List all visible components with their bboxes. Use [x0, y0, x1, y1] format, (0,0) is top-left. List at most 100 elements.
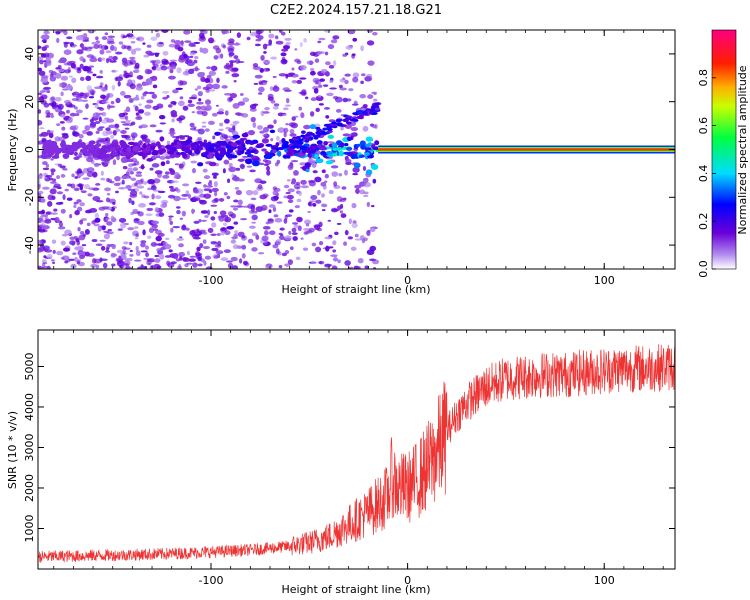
spectral-point — [148, 227, 154, 234]
spectral-point — [204, 99, 211, 105]
spectral-point — [213, 210, 217, 215]
spectral-point — [293, 170, 299, 176]
spectral-point — [182, 256, 188, 261]
spectral-point — [38, 184, 41, 190]
spectral-point — [38, 70, 46, 76]
spectral-point — [127, 227, 135, 231]
spectral-point — [319, 146, 328, 151]
x-tick-label: -100 — [199, 574, 224, 587]
spectral-point — [252, 63, 259, 68]
spectral-point — [195, 181, 202, 184]
spectral-point — [146, 157, 154, 162]
spectral-point — [63, 99, 72, 105]
spectral-point — [304, 162, 311, 168]
spectral-point — [268, 204, 276, 208]
spectral-point — [78, 134, 84, 139]
spectral-point — [239, 163, 245, 170]
spectral-point — [254, 74, 263, 79]
spectral-point — [110, 215, 115, 221]
spectral-point — [227, 45, 235, 51]
spectral-point — [286, 151, 293, 156]
spectral-point — [350, 246, 357, 251]
spectral-point — [79, 43, 84, 48]
spectral-point — [179, 151, 186, 156]
spectral-point — [95, 36, 99, 41]
spectral-point — [336, 123, 342, 127]
spectral-point — [212, 135, 216, 140]
spectral-point — [374, 124, 378, 129]
spectral-point — [247, 130, 256, 136]
spectral-point — [68, 75, 73, 78]
spectral-point — [94, 212, 100, 219]
spectral-point — [193, 59, 198, 64]
spectral-point — [335, 108, 342, 113]
spectral-point — [166, 140, 171, 145]
spectral-point — [197, 162, 204, 167]
spectral-point — [85, 75, 92, 82]
spectral-point — [76, 49, 84, 55]
spectral-point — [95, 183, 101, 186]
spectral-point — [298, 106, 303, 111]
spectral-point — [73, 151, 78, 156]
spectral-point — [241, 235, 246, 239]
spectral-point — [68, 148, 75, 153]
spectral-point — [187, 193, 192, 199]
spectral-point — [308, 201, 313, 207]
spectral-point — [40, 131, 49, 137]
spectral-point — [62, 247, 71, 252]
spectral-point — [129, 61, 134, 65]
spectral-point — [207, 145, 215, 152]
spectral-point — [246, 36, 251, 41]
spectral-point — [149, 167, 154, 171]
spectral-point — [188, 42, 196, 47]
snr-x-ticks: -100 0 100 — [53, 330, 664, 587]
spectral-point — [114, 123, 119, 128]
spectral-point — [250, 116, 256, 123]
spectral-point — [125, 184, 132, 190]
spectral-point — [191, 208, 195, 215]
spectral-point — [167, 194, 176, 199]
spectral-point — [310, 67, 315, 72]
spectral-point — [47, 253, 53, 260]
spectral-point — [365, 143, 370, 148]
spectral-point — [142, 181, 148, 185]
spectral-point — [124, 127, 130, 130]
spectral-point — [292, 236, 298, 241]
spectral-point — [312, 77, 320, 84]
spectral-point — [44, 218, 52, 224]
spectral-point — [311, 242, 317, 247]
colorbar: 0.0 0.2 0.4 0.6 0.8 Normalized spectral ampl… — [697, 29, 749, 278]
spectral-point — [369, 227, 376, 233]
spectral-point — [112, 55, 118, 61]
spectral-point — [120, 90, 126, 96]
spectral-point — [191, 111, 195, 114]
spectral-point — [234, 187, 240, 190]
spectral-point — [38, 247, 44, 253]
spectral-point — [100, 154, 109, 159]
spectral-point — [251, 221, 256, 224]
spectral-point — [285, 191, 291, 195]
spectral-point — [254, 210, 258, 214]
spectral-point — [220, 257, 229, 262]
spectral-point — [200, 76, 206, 83]
spectral-point — [300, 179, 307, 185]
spectral-point — [224, 110, 229, 116]
spectral-point — [299, 41, 303, 48]
spectral-point — [133, 218, 139, 224]
spectral-point — [48, 69, 54, 74]
spectral-point — [347, 236, 353, 240]
spectral-point — [82, 117, 89, 120]
spectral-point — [235, 167, 241, 171]
spectral-point — [267, 218, 275, 224]
spectral-point — [264, 232, 272, 235]
spectral-point — [300, 130, 306, 135]
spectral-point — [181, 224, 186, 230]
spectral-point — [197, 90, 203, 97]
spectral-point — [267, 124, 274, 129]
spectral-point — [204, 255, 212, 260]
spectral-point — [130, 177, 137, 181]
spectral-point — [324, 180, 328, 184]
spectral-point — [77, 67, 81, 71]
spectral-point — [255, 234, 260, 240]
spectral-point — [216, 77, 220, 84]
